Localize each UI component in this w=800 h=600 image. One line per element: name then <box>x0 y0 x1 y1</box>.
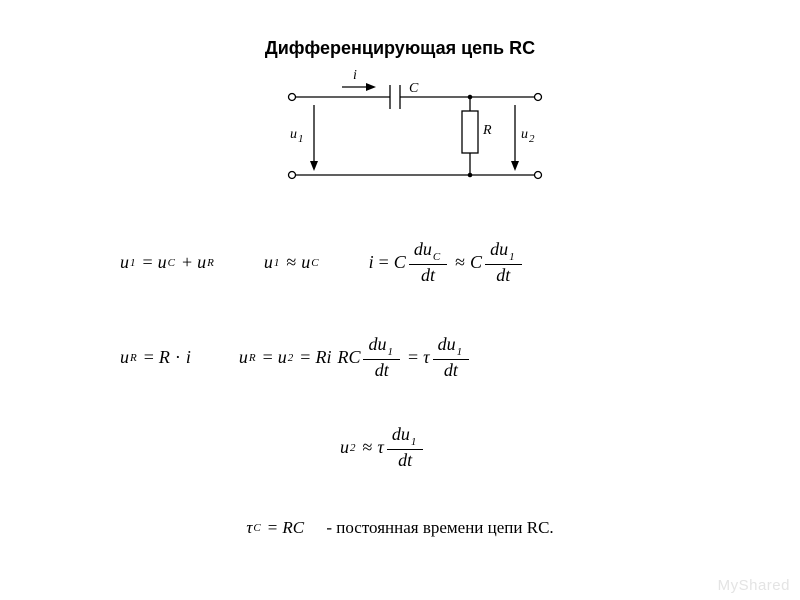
rc-circuit-diagram: i C R u1 u2 <box>280 75 550 200</box>
eq-current: i = C duC dt ≈ C du1 dt <box>369 240 525 285</box>
eq-u2-final: u2 ≈ τ du1 dt <box>340 425 426 470</box>
eq-u1-sum: u1 = uC + uR <box>120 252 216 273</box>
equation-row-1: u1 = uC + uR u1 ≈ uC i = C duC dt ≈ C du… <box>120 240 525 285</box>
label-current: i <box>353 68 357 84</box>
equation-row-2: uR = R · i uR = u2 = Ri RC du1 dt = τ du… <box>120 335 472 380</box>
label-u2: u2 <box>521 127 537 145</box>
eq-ur-expanded: uR = u2 = Ri RC du1 dt = τ du1 dt <box>239 335 472 380</box>
equation-row-3: u2 ≈ τ du1 dt <box>340 425 426 470</box>
time-constant-line: τC = RC - постоянная времени цепи RC. <box>0 518 800 538</box>
label-capacitor: C <box>409 81 418 97</box>
label-u1: u1 <box>290 127 306 145</box>
page-title: Дифференцирующая цепь RC <box>0 38 800 59</box>
label-resistor: R <box>483 123 492 139</box>
time-constant-text: - постоянная времени цепи RC. <box>308 518 553 537</box>
watermark: MyShared <box>718 577 790 594</box>
eq-u1-approx-uc: u1 ≈ uC <box>264 252 321 273</box>
eq-ur-ri: uR = R · i <box>120 347 191 368</box>
